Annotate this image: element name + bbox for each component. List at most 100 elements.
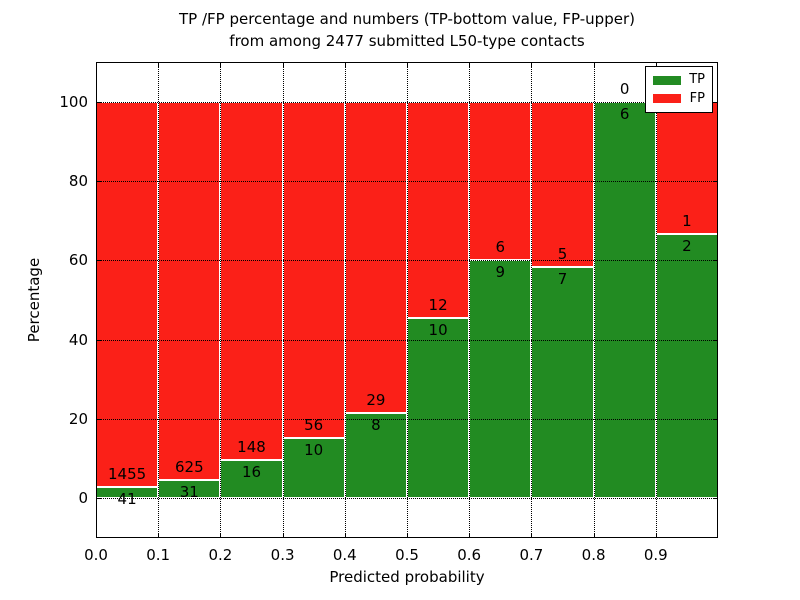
horizontal-gridline [96,260,718,262]
fp-bar-segment [96,101,159,488]
vertical-gridline [282,62,284,538]
legend: TP FP [645,66,713,113]
x-tick-mark [96,533,97,538]
y-tick-label: 20 [68,410,88,428]
tp-count-label: 7 [557,269,568,288]
fp-bar-segment [407,101,470,319]
vertical-gridline [593,62,595,538]
horizontal-gridline [96,181,718,182]
x-tick-mark [407,62,408,67]
y-tick-mark [96,181,101,182]
legend-row-tp: TP [653,73,705,87]
x-tick-label: 0.2 [208,546,233,564]
y-tick-mark [713,339,718,341]
y-tick-mark [96,101,101,103]
y-tick-mark [96,498,101,500]
y-axis-label: Percentage [25,257,43,343]
fp-bar-segment [344,101,407,413]
y-tick-label: 60 [68,251,88,270]
fp-color-swatch [653,94,681,104]
x-tick-mark [158,533,160,538]
vertical-gridline [158,62,160,538]
tp-count-label: 10 [428,321,448,340]
horizontal-gridline [96,498,718,500]
legend-row-fp: FP [653,90,705,106]
vertical-gridline [407,62,408,538]
x-tick-label: 0.6 [457,546,482,564]
tp-count-label: 6 [619,104,630,123]
chart-title: TP /FP percentage and numbers (TP-bottom… [96,8,718,52]
fp-count-label: 29 [366,390,386,409]
vertical-gridline [344,62,346,538]
x-tick-mark [344,62,346,67]
x-tick-mark [593,533,595,538]
x-tick-label: 0.0 [84,546,108,564]
tp-count-label: 16 [241,462,262,481]
tp-bar-segment [531,266,594,499]
y-tick-label: 40 [68,330,88,349]
tp-count-label: 10 [304,441,324,460]
y-tick-label: 80 [68,172,88,190]
x-tick-mark [96,62,97,67]
y-tick-mark [713,260,718,262]
y-tick-mark [96,339,101,341]
x-tick-mark [655,62,657,67]
horizontal-gridline [96,419,718,420]
fp-bar-segment [220,101,283,460]
x-tick-label: 0.7 [519,546,544,564]
x-tick-mark [220,62,222,67]
x-tick-mark [220,533,222,538]
x-tick-label: 0.9 [643,546,668,564]
horizontal-gridline [96,339,718,341]
tp-count-label: 2 [682,236,692,255]
chart-title-line2: from among 2477 submitted L50-type conta… [229,32,585,50]
tp-bar-segment [469,260,532,499]
vertical-gridline [655,62,657,538]
tp-count-label: 41 [117,490,137,509]
fp-bar-segment [282,101,345,439]
fp-count-label: 625 [174,457,204,476]
fp-bar-segment [531,101,594,267]
tp-count-label: 8 [371,415,381,434]
x-tick-mark [531,533,533,538]
x-tick-mark [469,62,471,67]
x-tick-mark [655,533,657,538]
y-tick-mark [713,101,718,103]
horizontal-gridline [96,101,718,103]
y-tick-mark [713,181,718,182]
tp-bar-segment [593,101,656,499]
y-tick-label: 0 [78,489,88,508]
fp-count-label: 5 [557,244,568,263]
x-tick-label: 0.3 [270,546,295,564]
x-tick-label: 0.4 [332,546,357,564]
fp-bar-segment [469,101,532,261]
x-tick-label: 0.1 [146,546,171,564]
fp-count-label: 1455 [108,465,147,484]
x-tick-label: 0.8 [581,546,606,564]
fp-count-label: 1 [682,211,692,230]
y-tick-label: 100 [59,92,88,111]
x-tick-mark [593,62,595,67]
vertical-gridline [531,62,533,538]
fp-count-label: 148 [237,437,266,456]
tp-bar-segment [407,318,470,499]
fp-count-label: 12 [428,296,448,315]
x-tick-mark [469,533,471,538]
fp-count-label: 56 [304,416,324,435]
x-axis-label: Predicted probability [329,568,485,586]
y-tick-mark [96,260,101,262]
y-tick-mark [713,419,718,420]
vertical-gridline [469,62,471,538]
tp-bar-segment [655,233,718,499]
legend-label-fp: FP [689,90,705,106]
vertical-gridline [220,62,222,538]
y-tick-mark [96,419,101,420]
x-tick-mark [158,62,160,67]
x-tick-mark [531,62,533,67]
x-tick-label: 0.5 [395,546,419,564]
tp-count-label: 9 [495,263,506,282]
x-tick-mark [282,533,284,538]
tp-color-swatch [653,75,681,85]
y-tick-mark [713,498,718,500]
